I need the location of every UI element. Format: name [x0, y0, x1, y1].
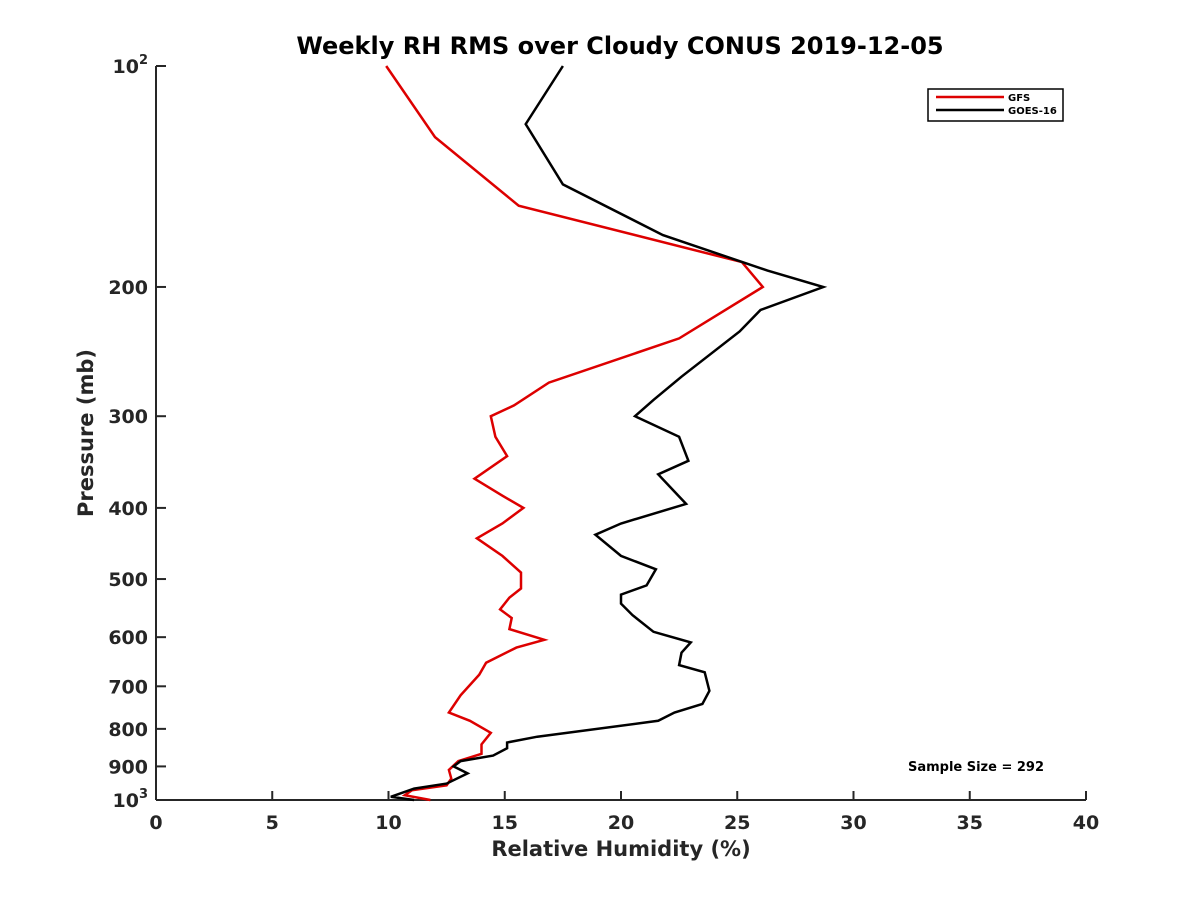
x-tick-label: 15 — [492, 812, 518, 834]
y-tick-label: 500 — [108, 569, 148, 591]
y-axis-label: Pressure (mb) — [74, 349, 98, 517]
x-tick-label: 20 — [608, 812, 634, 834]
x-tick-label: 10 — [375, 812, 401, 834]
y-tick-label: 103 — [113, 787, 149, 812]
x-axis-ticks: 0 5 10 15 20 25 30 35 40 — [149, 791, 1099, 834]
series-lines — [385, 65, 828, 802]
x-axis-label: Relative Humidity (%) — [491, 837, 750, 861]
x-tick-label: 5 — [266, 812, 279, 834]
x-tick-label: 40 — [1073, 812, 1099, 834]
x-tick-label: 30 — [840, 812, 866, 834]
y-tick-label: 102 — [113, 53, 149, 78]
y-tick-label: 400 — [108, 498, 148, 520]
sample-size-annotation: Sample Size = 292 — [908, 760, 1044, 775]
legend-label-goes-16: GOES-16 — [1008, 106, 1057, 117]
legend-label-gfs: GFS — [1008, 93, 1030, 104]
plot-area: 0 5 10 15 20 25 30 35 40 102 200 300 400 500 600 700 80… — [108, 53, 1099, 834]
legend-box — [927, 88, 1064, 122]
y-tick-label: 300 — [108, 406, 148, 428]
x-tick-label: 35 — [957, 812, 983, 834]
y-axis-ticks: 102 200 300 400 500 600 700 800 900 103 — [108, 53, 166, 812]
x-tick-label: 0 — [149, 812, 162, 834]
y-tick-label: 900 — [108, 756, 148, 778]
y-tick-label: 200 — [108, 277, 148, 299]
series-line-gfs — [385, 65, 765, 802]
y-tick-label: 700 — [108, 676, 148, 698]
x-tick-label: 25 — [724, 812, 750, 834]
y-tick-label: 600 — [108, 627, 148, 649]
y-tick-label: 800 — [108, 719, 148, 741]
chart-title: Weekly RH RMS over Cloudy CONUS 2019-12-… — [296, 32, 943, 60]
series-line-goes-16 — [390, 65, 828, 802]
legend: GFS GOES-16 — [927, 88, 1064, 122]
